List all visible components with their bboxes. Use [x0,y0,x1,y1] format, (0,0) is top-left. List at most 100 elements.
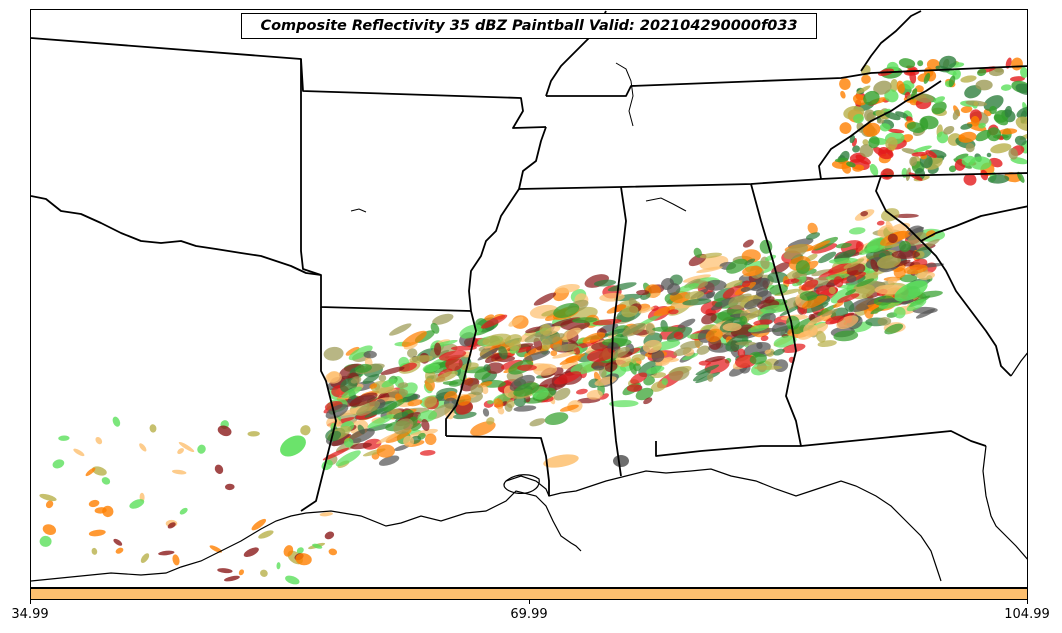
paintball-blob [696,345,710,355]
paintball-blob [901,148,919,155]
paintball-blob [139,443,147,452]
paintball-blob [369,383,378,389]
paintball-blob [517,364,537,371]
paintball-blob [744,298,762,310]
paintball-blob [760,304,789,314]
paintball-blob [325,404,349,419]
paintball-blob [433,342,442,356]
paintball-blob [312,543,323,549]
paintball-blob [280,435,306,457]
paintball-blob [554,371,582,385]
paintball-blob [378,455,400,466]
paintball-blob [737,348,746,358]
paintball-blob [575,388,588,395]
paintball-blob [771,322,788,337]
carolina-coast [1010,352,1027,377]
paintball-blob [860,211,869,217]
paintball-blob [675,283,699,293]
paintball-blob [811,243,838,254]
paintball-blob [1017,171,1025,183]
mississippi-delta-coast [505,468,942,582]
paintball-blob [915,85,924,93]
paintball-blob [217,425,232,437]
paintball-blob [960,106,973,113]
paintball-blob [620,359,637,368]
paintball-blob [158,550,175,556]
paintball-blob [621,305,639,318]
paintball-blob [832,301,844,308]
paintball-blob [422,363,440,373]
paintball-blob [741,280,751,288]
paintball-blob [419,450,436,456]
paintball-blob [504,403,513,412]
paintball-blob [667,283,681,296]
paintball-blob [448,379,465,387]
paintball-blob [994,67,1004,73]
paintball-blob [792,276,807,287]
paintball-blob [839,122,852,135]
paintball-blob [112,416,121,427]
alabama-georgia-border [750,183,802,447]
paintball-blob [961,155,976,166]
paintball-blob [864,109,876,123]
paintball-blob [509,374,535,392]
paintball-blob [113,538,123,546]
paintball-blob [887,128,905,134]
paintball-blob [486,417,495,425]
paintball-blob [1016,106,1027,118]
paintball-blob [902,80,915,90]
paintball-blob [423,395,438,408]
paintball-blob [115,547,124,554]
paintball-blob [933,96,945,104]
paintball-blob [643,397,653,405]
paintball-blob [965,143,975,153]
paintball-blob [92,466,107,476]
paintball-blob [438,350,467,361]
paintball-blob [828,286,836,295]
paintball-blob [611,346,630,359]
paintball-blob [837,293,860,303]
paintball-blob [354,363,372,373]
paintball-blob [743,341,771,358]
paintball-blob [873,80,892,95]
paintball-blob [399,362,417,372]
paintball-blob [989,105,997,115]
paintball-blob [726,258,748,274]
paintball-blob [533,292,557,306]
paintball-blob [735,341,756,346]
paintball-blob [349,392,378,407]
paintball-blob [831,159,852,170]
paintball-blob [707,373,714,382]
paintball-blob [380,366,405,375]
mississippi-alabama-border [610,186,627,477]
paintball-blob [799,291,818,301]
paintball-blob [710,297,735,311]
paintball-blob [983,95,1004,111]
paintball-blob [319,512,333,517]
paintball-blob [923,72,931,84]
paintball-blob [322,447,350,461]
paintball-blob [856,278,875,287]
paintball-blob [179,507,188,515]
paintball-blob [554,283,580,294]
paintball-blob [417,410,438,423]
paintball-blob [348,345,373,361]
paintball-blob [553,387,571,401]
paintball-blob [805,232,821,240]
paintball-blob [960,123,973,130]
paintball-blob [629,362,637,375]
paintball-blob [247,431,260,437]
paintball-blob [609,400,639,408]
paintball-blob [887,277,898,285]
paintball-blob [149,424,157,433]
paintball-blob [498,346,508,360]
paintball-blob [1014,135,1027,146]
paintball-blob [774,288,802,297]
paintball-blob [706,292,715,299]
paintball-blob [715,301,723,307]
paintball-blob [948,165,957,173]
paintball-blob [91,547,98,555]
paintball-blob [896,80,905,94]
paintball-blob [986,127,1001,142]
paintball-blob [381,378,397,388]
